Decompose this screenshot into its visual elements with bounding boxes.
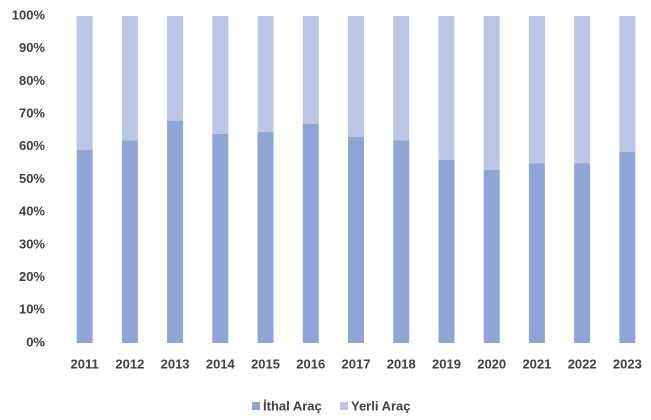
bar-segment — [393, 140, 410, 343]
bar-segment — [348, 16, 364, 137]
bar-segment — [574, 16, 591, 164]
y-tick-label: 30% — [19, 236, 45, 251]
x-tick-label: 2012 — [115, 356, 144, 371]
x-tick-label: 2011 — [71, 356, 99, 371]
bar-segment — [438, 159, 455, 343]
bar-segment — [121, 16, 138, 141]
bar-segment — [574, 163, 591, 343]
x-tick-label: 2013 — [161, 356, 190, 371]
y-tick-label: 0% — [26, 334, 45, 349]
y-tick-label: 70% — [19, 106, 45, 121]
x-tick-label: 2023 — [613, 356, 642, 371]
legend-label: İthal Araç — [263, 398, 322, 413]
x-tick-label: 2018 — [387, 356, 416, 371]
bar-segment — [619, 151, 636, 343]
y-tick-label: 100% — [12, 7, 46, 22]
bar-segment — [257, 132, 274, 343]
y-tick-label: 90% — [19, 40, 45, 55]
x-tick-label: 2022 — [568, 356, 597, 371]
y-tick-label: 50% — [19, 171, 45, 186]
bar-segment — [528, 163, 545, 343]
y-tick-label: 20% — [19, 269, 45, 284]
bar-segment — [393, 16, 410, 141]
bar-segment — [212, 133, 229, 343]
x-tick-label: 2016 — [296, 356, 325, 371]
x-tick-label: 2021 — [522, 356, 551, 371]
bar-segment — [483, 16, 500, 170]
y-tick-label: 80% — [19, 73, 45, 88]
x-tick-label: 2015 — [251, 356, 280, 371]
bar-segment — [76, 16, 93, 151]
legend-label: Yerli Araç — [351, 398, 411, 413]
x-tick-label: 2019 — [432, 356, 461, 371]
x-tick-label: 2017 — [342, 356, 371, 371]
bar-segment — [528, 16, 545, 164]
bar-segment — [302, 123, 319, 343]
bar-segment — [257, 16, 274, 133]
bar-segment — [348, 136, 364, 343]
bar-segment — [121, 140, 138, 343]
y-tick-label: 40% — [19, 204, 45, 219]
bar-segment — [302, 16, 319, 124]
bar-segment — [438, 16, 455, 160]
y-tick-label: 10% — [19, 302, 45, 317]
bar-segment — [167, 120, 184, 343]
legend-swatch — [340, 402, 348, 410]
x-tick-label: 2014 — [206, 356, 236, 371]
bar-segment — [483, 169, 500, 343]
bar-segment — [167, 16, 184, 121]
bar-segment — [619, 16, 636, 152]
bar-segment — [212, 16, 229, 134]
legend-swatch — [252, 402, 260, 410]
y-tick-label: 60% — [19, 138, 45, 153]
bar-segment — [76, 150, 93, 343]
x-tick-label: 2020 — [477, 356, 506, 371]
